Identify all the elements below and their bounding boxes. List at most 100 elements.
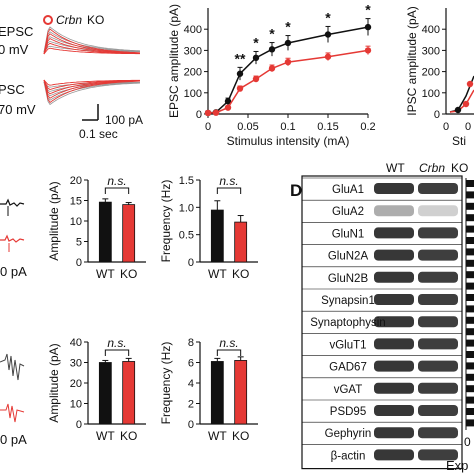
y-tick-label: 100 [184,88,202,100]
epsc-trace-wt [43,26,141,53]
y-tick-label: 200 [422,67,440,79]
ko-legend-italic: Crbn [56,13,82,27]
mipsc-frequency-chart: 0 2 4 6 8 Frequency (Hz) WT KO n.s. [159,336,258,443]
bar-wt [98,201,112,263]
y-axis-label: EPSC amplitude (pA) [167,4,181,118]
blot-row-label: GluN1 [332,228,365,240]
blot-row-label: vGAT [334,384,363,396]
significance-bracket [216,187,242,194]
x-tick-label: 0.15 [317,121,338,133]
ko-legend-marker [43,15,53,25]
mipsc-amplitude-chart: 0 10 20 30 40 Amplitude (pA) WT KO n.s. [47,336,146,443]
category-label: KO [232,429,249,443]
blot-col-ko-italic: Crbn [419,161,445,175]
y-tick-label: 400 [422,24,440,36]
data-point-ko [324,53,332,60]
ko-legend-suffix: KO [87,13,104,27]
band-wt [374,227,414,239]
blot-col-wt: WT [386,161,405,175]
blot-col-ko-suffix: KO [451,161,468,175]
category-label: KO [120,429,137,443]
significance-label: n.s. [219,336,238,350]
x-tick-label: 0.2 [360,121,375,133]
data-point-ko [212,109,220,116]
y-axis-label: Frequency (Hz) [159,342,173,425]
data-point-wt [268,46,276,53]
ladder-tick [466,373,474,381]
significance-bracket [104,349,130,356]
bar-ko [234,360,248,425]
blot-row-label: vGluT1 [329,339,366,351]
y-tick-label: 6 [188,358,194,370]
ladder-tick [466,362,474,370]
band-ko [418,449,458,461]
significance-marker: ** [235,50,246,66]
y-axis-label: Amplitude (pA) [47,343,61,422]
ipsc-trace-ko [43,79,141,104]
data-point-wt [324,31,332,38]
category-label: WT [96,429,115,443]
band-wt [374,183,414,194]
bar-wt [210,361,224,425]
y-tick-label: 40 [70,337,82,349]
y-axis-label: Amplitude (pA) [47,181,61,260]
mepsc-amplitude-chart: 0 5 10 15 20 Amplitude (pA) WT KO n.s. [47,174,146,281]
band-wt [374,338,414,350]
blot-row-label: Synaptophysin [310,317,385,329]
y-tick-label: 2 [188,399,194,411]
ladder-tick [466,191,474,199]
significance-marker: * [253,34,259,50]
significance-marker: * [285,19,291,35]
significance-label: n.s. [107,174,126,188]
y-tick-label: 5 [76,237,82,249]
epsc-io-chart: 0 100 200 300 400 0 0.05 0.1 0.15 0.2 Stimulus int… [167,2,376,148]
data-point-ko [204,109,212,117]
data-point-wt [252,54,260,62]
x-tick-label: 0.05 [237,121,258,133]
mepsc-scale-label: 0 pA [0,264,27,279]
data-point-wt [454,106,462,114]
significance-label: n.s. [107,336,126,350]
band-wt [374,427,414,439]
ladder-tick [466,316,474,324]
scale-bar-pa-label: 100 pA [105,113,143,127]
ladder-tick [466,385,474,393]
data-point-ko [284,58,292,66]
y-tick-label: 1.5 [179,175,194,187]
ladder-tick [466,271,474,279]
blot-row-label: GluN2B [328,273,369,285]
significance-bracket [216,349,242,356]
band-ko [418,316,458,328]
panel-d-letter: D [290,181,302,200]
y-tick-label: 400 [184,24,202,36]
band-wt [374,360,414,372]
y-tick-label: 100 [422,88,440,100]
x-tick-label: 0 [465,121,471,133]
band-wt [374,271,414,283]
ladder-tick [466,351,474,358]
ladder-tick [466,225,474,233]
data-point-ko [466,80,474,88]
band-wt [374,205,414,217]
y-tick-label: 0 [188,419,194,431]
significance-marker: * [325,9,331,25]
bar-ko [234,221,248,263]
ladder-tick [466,180,474,187]
x-tick-label: 0 [443,121,449,133]
blot-row-label: GluA1 [332,184,364,196]
significance-marker: * [365,2,371,18]
blot-quant-ladder [465,178,474,430]
bar-ko [122,204,136,263]
ladder-tick [466,294,474,301]
y-tick-label: 300 [422,45,440,57]
data-point-ko [252,75,260,83]
ladder-tick [466,305,474,313]
data-point-ko [268,65,276,72]
data-point-wt [284,39,292,47]
y-tick-label: 30 [70,358,82,370]
mipsc-scale-label: 0 pA [0,432,27,447]
scale-bar-sec-label: 0.1 sec [79,127,118,141]
category-label: WT [208,267,227,281]
blot-row-label: Gephyrin [325,428,372,440]
